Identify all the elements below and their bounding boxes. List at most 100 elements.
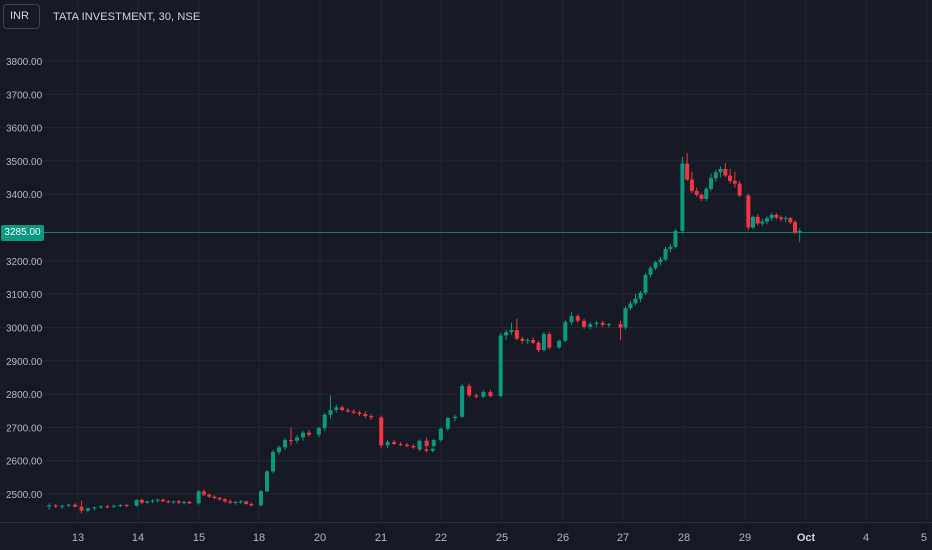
candle-up <box>498 335 503 397</box>
price-tick-label: 3200.00 <box>6 257 43 268</box>
candle-down <box>212 496 217 498</box>
candle-down <box>732 180 737 184</box>
candle-down <box>685 163 690 180</box>
candle-up <box>709 178 713 189</box>
candle-up <box>66 504 71 506</box>
candle-down <box>424 449 429 451</box>
candle-up <box>196 491 201 504</box>
candle-up <box>638 292 643 299</box>
candle-up <box>238 501 243 503</box>
candle-up <box>322 414 327 429</box>
candle-down <box>187 501 192 504</box>
candle-down <box>201 491 206 495</box>
candle-up <box>628 303 633 309</box>
candle-up <box>783 218 788 220</box>
candle-down <box>340 407 345 411</box>
candle-down <box>379 417 384 446</box>
candle-up <box>271 452 275 472</box>
last-price-tag: 3285.00 <box>1 225 44 241</box>
candle-up <box>769 214 774 219</box>
candles <box>47 152 802 514</box>
candle-up <box>668 246 673 249</box>
price-tick-label: 2600.00 <box>6 457 43 468</box>
candle-up <box>328 410 333 415</box>
candle-down <box>514 330 519 339</box>
candle-down <box>520 338 525 341</box>
candle-down <box>737 183 742 196</box>
candle-down <box>755 216 760 224</box>
candle-down <box>582 320 586 327</box>
time-tick-label: 29 <box>739 532 751 544</box>
candle-down <box>289 440 293 442</box>
candle-up <box>259 491 263 506</box>
candle-up <box>438 428 443 441</box>
chart-title: TATA INVESTMENT, 30, NSE <box>53 11 201 23</box>
candle-down <box>779 217 783 219</box>
candle-down <box>424 440 429 447</box>
candle-down <box>363 414 368 417</box>
candle-up <box>525 340 530 342</box>
candle-up <box>797 230 802 233</box>
candle-down <box>467 386 472 396</box>
time-axis[interactable]: 13 14 15 18 20 21 22 25 26 27 28 29 Oct 4 5 <box>72 532 927 544</box>
candle-down <box>161 499 165 502</box>
candle-up <box>417 440 422 449</box>
candle-down <box>618 324 623 328</box>
candle-up <box>653 262 658 269</box>
candle-down <box>793 222 797 233</box>
candle-down <box>369 416 374 418</box>
candle-down <box>357 412 362 415</box>
candle-up <box>145 501 150 503</box>
price-tick-label: 3400.00 <box>6 190 43 201</box>
candle-up <box>673 230 678 247</box>
candle-up <box>277 447 281 453</box>
time-tick-label: Oct <box>797 532 816 544</box>
candle-up <box>648 268 653 275</box>
candle-down <box>531 340 536 343</box>
candle-down <box>575 316 580 321</box>
candle-down <box>398 444 403 446</box>
candle-down <box>228 501 233 503</box>
candle-down <box>73 504 78 507</box>
candle-up <box>171 501 176 503</box>
candle-up <box>155 499 160 501</box>
price-axis[interactable]: 2500.00 2600.00 2700.00 2800.00 2900.00 3000.… <box>6 57 43 501</box>
candle-up <box>283 440 287 448</box>
candle-down <box>217 497 222 500</box>
candle-down <box>600 322 605 325</box>
candle-up <box>301 432 305 438</box>
price-tick-label: 3800.00 <box>6 57 43 68</box>
candle-up <box>111 505 116 507</box>
candle-down <box>694 190 699 195</box>
candle-down <box>249 503 254 506</box>
time-tick-label: 25 <box>496 532 508 544</box>
candle-up <box>445 418 450 429</box>
candle-up <box>760 221 765 224</box>
currency-button[interactable]: INR <box>3 4 40 29</box>
candle-down <box>392 442 397 445</box>
candle-up <box>60 505 65 507</box>
time-tick-label: 21 <box>375 532 387 544</box>
candle-up <box>92 507 97 509</box>
candle-down <box>166 501 171 503</box>
candle-down <box>689 179 694 191</box>
candle-up <box>643 274 648 293</box>
candle-up <box>606 324 611 326</box>
time-tick-label: 26 <box>557 532 569 544</box>
candle-up <box>713 172 718 179</box>
time-tick-label: 15 <box>193 532 205 544</box>
candle-down <box>207 494 212 497</box>
candle-down <box>105 506 110 508</box>
candle-up <box>431 440 436 447</box>
candle-up <box>233 501 238 503</box>
candle-up <box>47 505 52 507</box>
candle-up <box>460 386 465 417</box>
candle-down <box>488 392 493 397</box>
candle-up <box>658 259 663 263</box>
candle-down <box>79 506 84 511</box>
candle-up <box>453 416 457 419</box>
candle-down <box>774 214 779 218</box>
price-tick-label: 3600.00 <box>6 124 43 135</box>
grid-lines <box>0 0 932 522</box>
